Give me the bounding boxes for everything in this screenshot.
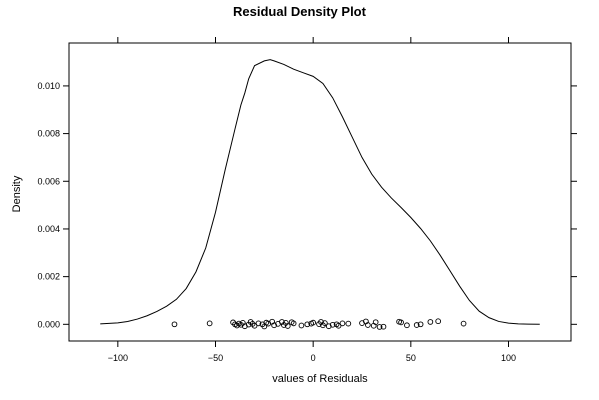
residual-point	[322, 320, 328, 326]
residual-point	[171, 321, 178, 328]
y-tick-label: 0.004	[37, 224, 60, 234]
residual-point	[290, 320, 297, 327]
y-axis-label: Density	[11, 175, 23, 212]
y-tick-label: 0.000	[37, 319, 60, 329]
residual-point	[460, 320, 467, 327]
residual-point	[376, 324, 383, 330]
residual-point	[398, 319, 404, 326]
residual-point	[284, 323, 291, 329]
residual-point	[345, 320, 352, 327]
residual-point	[310, 319, 317, 326]
residual-point	[427, 319, 434, 325]
x-tick-label: −50	[208, 353, 223, 363]
axis-ticks	[63, 37, 577, 347]
axis-tick-labels: −100 −50 0 50 100 0.000 0.002 0.004 0.006 0.008 0.…	[37, 81, 516, 363]
y-tick-label: 0.002	[37, 272, 60, 282]
residual-point	[435, 318, 442, 325]
residual-point	[404, 322, 410, 329]
residual-points	[171, 318, 467, 330]
density-curve	[100, 59, 540, 325]
x-tick-label: 50	[406, 353, 416, 363]
residual-point	[255, 320, 262, 327]
plot-frame	[68, 42, 572, 342]
residual-point	[329, 321, 336, 328]
residual-point	[298, 322, 305, 329]
y-tick-label: 0.006	[37, 176, 60, 186]
residual-point	[413, 322, 420, 328]
x-tick-label: −100	[108, 353, 128, 363]
residual-point	[417, 321, 424, 328]
y-tick-label: 0.010	[37, 81, 60, 91]
y-tick-label: 0.008	[37, 129, 60, 139]
residual-point	[339, 320, 346, 327]
x-tick-label: 0	[311, 353, 316, 363]
residual-point	[206, 320, 213, 327]
residual-point	[380, 323, 387, 330]
residual-point	[372, 319, 379, 326]
x-axis-label: values of Residuals	[272, 373, 368, 385]
residual-point	[365, 322, 371, 328]
x-tick-label: 100	[501, 353, 516, 363]
chart-title: Residual Density Plot	[233, 4, 367, 19]
residual-point	[304, 321, 311, 328]
